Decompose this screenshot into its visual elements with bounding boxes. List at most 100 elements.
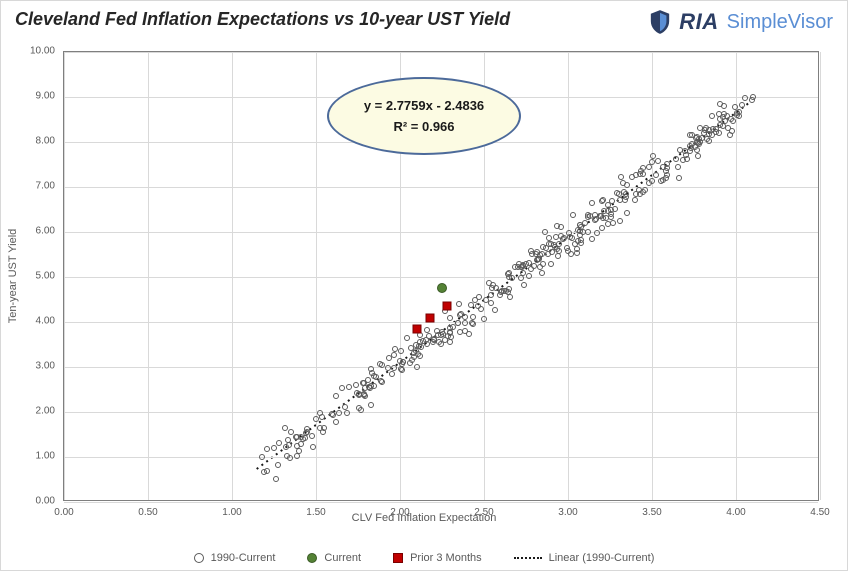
legend-label: Prior 3 Months <box>410 552 482 564</box>
data-point-historical <box>386 355 392 361</box>
data-point-historical <box>470 314 476 320</box>
data-point-historical <box>742 95 748 101</box>
data-point-historical <box>448 334 454 340</box>
data-point-historical <box>400 359 406 365</box>
legend-label: Current <box>324 552 361 564</box>
data-point-historical <box>617 218 623 224</box>
y-tick-label: 9.00 <box>15 91 55 102</box>
data-point-historical <box>284 453 290 459</box>
data-point-historical <box>637 171 643 177</box>
data-point-historical <box>739 102 745 108</box>
data-point-historical <box>285 437 291 443</box>
data-point-prior <box>426 313 435 322</box>
data-point-historical <box>481 316 487 322</box>
data-point-historical <box>582 220 588 226</box>
data-point-historical <box>594 230 600 236</box>
data-point-historical <box>701 130 707 136</box>
data-point-historical <box>689 141 695 147</box>
data-point-historical <box>501 288 507 294</box>
data-point-historical <box>392 346 398 352</box>
data-point-historical <box>523 261 529 267</box>
data-point-historical <box>346 384 352 390</box>
y-tick-label: 4.00 <box>15 316 55 327</box>
data-point-historical <box>320 429 326 435</box>
data-point-historical <box>417 353 423 359</box>
data-point-historical <box>319 414 325 420</box>
data-point-historical <box>518 275 524 281</box>
data-point-historical <box>339 385 345 391</box>
data-point-historical <box>605 208 611 214</box>
data-point-historical <box>540 244 546 250</box>
data-point-historical <box>727 132 733 138</box>
data-point-historical <box>468 302 474 308</box>
data-point-historical <box>333 419 339 425</box>
data-point-prior <box>443 302 452 311</box>
data-point-historical <box>614 190 620 196</box>
data-point-historical <box>569 235 575 241</box>
data-point-historical <box>298 441 304 447</box>
data-point-historical <box>309 433 315 439</box>
data-point-historical <box>472 297 478 303</box>
data-point-historical <box>273 476 279 482</box>
data-point-historical <box>271 445 277 451</box>
data-point-historical <box>585 229 591 235</box>
data-point-historical <box>354 390 360 396</box>
data-point-historical <box>439 329 445 335</box>
data-point-historical <box>408 345 414 351</box>
data-point-historical <box>605 221 611 227</box>
y-tick-label: 1.00 <box>15 451 55 462</box>
data-point-historical <box>398 366 404 372</box>
data-point-historical <box>534 249 540 255</box>
data-point-historical <box>358 407 364 413</box>
data-point-historical <box>560 236 566 242</box>
r-squared: R² = 0.966 <box>393 119 454 134</box>
data-point-historical <box>264 446 270 452</box>
y-tick-label: 0.00 <box>15 496 55 507</box>
data-point-historical <box>618 174 624 180</box>
legend-item-prior3: Prior 3 Months <box>393 552 482 564</box>
data-point-historical <box>721 111 727 117</box>
data-point-historical <box>684 156 690 162</box>
data-point-historical <box>507 294 513 300</box>
data-point-historical <box>620 180 626 186</box>
legend-label: 1990-Current <box>211 552 276 564</box>
data-point-historical <box>379 379 385 385</box>
data-point-historical <box>734 110 740 116</box>
x-axis-label: CLV Fed Inflation Expectation <box>1 512 847 524</box>
data-point-historical <box>725 125 731 131</box>
data-point-historical <box>344 410 350 416</box>
data-point-historical <box>275 462 281 468</box>
data-point-historical <box>675 164 681 170</box>
legend-item-current: Current <box>307 552 361 564</box>
data-point-historical <box>709 113 715 119</box>
shield-icon <box>649 9 671 35</box>
data-point-historical <box>546 235 552 241</box>
data-point-historical <box>603 215 609 221</box>
data-point-historical <box>456 301 462 307</box>
data-point-historical <box>478 306 484 312</box>
data-point-historical <box>404 335 410 341</box>
data-point-historical <box>622 197 628 203</box>
data-point-historical <box>589 200 595 206</box>
data-point-historical <box>336 410 342 416</box>
data-point-historical <box>353 382 359 388</box>
brand-ria-text: RIA <box>679 9 718 35</box>
data-point-historical <box>296 448 302 454</box>
data-point-historical <box>483 297 489 303</box>
data-point-historical <box>655 158 661 164</box>
data-point-historical <box>709 132 715 138</box>
data-point-historical <box>636 187 642 193</box>
data-point-historical <box>695 153 701 159</box>
data-point-historical <box>553 234 559 240</box>
data-point-historical <box>515 264 521 270</box>
data-point-historical <box>430 339 436 345</box>
data-point-historical <box>436 339 442 345</box>
data-point-historical <box>555 253 561 259</box>
data-point-historical <box>706 138 712 144</box>
y-tick-label: 10.00 <box>15 46 55 57</box>
legend-item-historical: 1990-Current <box>194 552 276 564</box>
data-point-historical <box>575 238 581 244</box>
data-point-historical <box>368 402 374 408</box>
data-point-historical <box>728 116 734 122</box>
data-point-historical <box>259 454 265 460</box>
